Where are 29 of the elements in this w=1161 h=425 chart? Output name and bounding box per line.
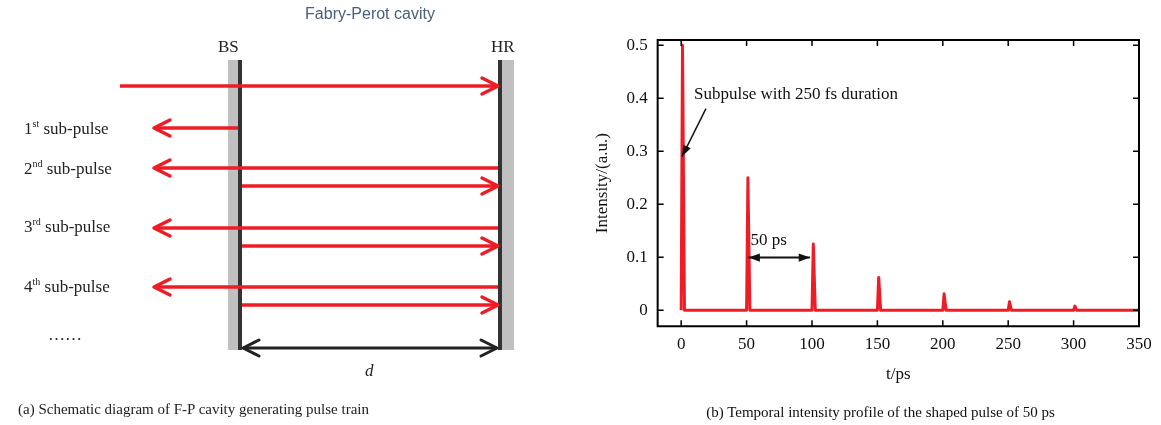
text: 2$^{nd}$ sub-pulse bbox=[24, 158, 112, 178]
x-tick-label: 350 bbox=[1126, 333, 1152, 353]
x-tick-label: 250 bbox=[995, 333, 1021, 353]
x-tick-label: 100 bbox=[799, 333, 825, 353]
text: (a) Schematic diagram of F-P cavity generating pulse train bbox=[18, 401, 369, 417]
text: …… bbox=[48, 325, 82, 344]
y-tick-label: 0.2 bbox=[626, 193, 648, 213]
y-axis-title: Intensity/(a.u.) bbox=[591, 133, 611, 234]
x-tick-label: 150 bbox=[864, 333, 891, 353]
text: (b) Temporal intensity profile of the shaped pulse of 50 ps bbox=[706, 404, 1055, 422]
x-axis-title: t/ps bbox=[886, 364, 911, 384]
y-tick-label: 0.4 bbox=[626, 87, 649, 107]
annotation: Subpulse with 250 fs duration bbox=[693, 84, 899, 104]
y-tick-label: 0 bbox=[639, 299, 648, 319]
x-tick-label: 0 bbox=[676, 333, 686, 353]
text: 1$^{st}$ sub-pulse bbox=[24, 118, 109, 138]
text: 4$^{th}$ sub-pulse bbox=[24, 276, 110, 296]
y-tick-label: 0.3 bbox=[626, 140, 648, 160]
annotation: 50 ps bbox=[750, 230, 787, 250]
y-tick-label: 0.5 bbox=[626, 34, 648, 54]
text: HR bbox=[491, 37, 515, 56]
text: Fabry-Perot cavity bbox=[305, 5, 435, 22]
x-tick-label: 200 bbox=[930, 333, 956, 353]
x-tick-label: 300 bbox=[1060, 333, 1087, 353]
y-tick-label: 0.1 bbox=[626, 246, 648, 266]
x-tick-label: 50 bbox=[738, 333, 756, 353]
text: d bbox=[365, 361, 374, 380]
text: BS bbox=[218, 37, 239, 56]
text: 3$^{rd}$ sub-pulse bbox=[24, 216, 111, 236]
